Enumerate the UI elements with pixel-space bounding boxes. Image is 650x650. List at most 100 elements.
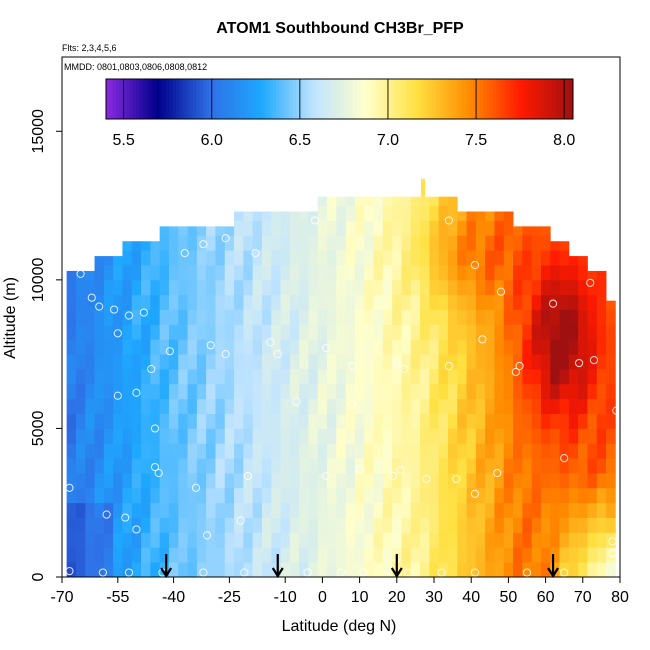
heatmap-cell (103, 265, 114, 281)
heatmap-cell (392, 196, 402, 206)
heatmap-cell (224, 265, 235, 281)
heatmap-cell (345, 473, 356, 489)
heatmap-cell (215, 294, 226, 310)
heatmap-cell (420, 265, 430, 281)
heatmap-cell (559, 383, 570, 400)
heatmap-cell (410, 428, 421, 444)
heatmap-cell (531, 487, 542, 504)
heatmap-cell (317, 220, 328, 236)
colorbar-segment (489, 79, 494, 119)
sample-point (221, 234, 230, 243)
heatmap-cell (522, 294, 533, 310)
heatmap-cell (522, 309, 533, 325)
heatmap-cell (103, 354, 114, 370)
heatmap-cell (261, 369, 272, 385)
heatmap-cell (364, 458, 374, 474)
heatmap-cell (103, 428, 114, 444)
sample-point (121, 513, 130, 522)
heatmap-cell (85, 294, 95, 310)
heatmap-cell (401, 428, 412, 444)
heatmap-cell (596, 502, 607, 518)
heatmap-cell (364, 220, 374, 236)
heatmap-cell (382, 413, 393, 429)
heatmap-cell (159, 502, 170, 518)
heatmap-cell (336, 250, 347, 266)
heatmap-cell (317, 502, 328, 518)
heatmap-cell (392, 220, 402, 236)
heatmap-cell (596, 324, 607, 340)
x-tick-label: -40 (162, 589, 185, 606)
heatmap-cell (494, 309, 505, 325)
heatmap-cell (354, 324, 365, 340)
heatmap-cell (401, 339, 412, 355)
heatmap-cell (345, 279, 356, 296)
heatmap-cell (150, 413, 161, 429)
sample-point (199, 568, 208, 577)
heatmap-cell (410, 562, 421, 578)
heatmap-cell (271, 309, 281, 325)
heatmap-cell (66, 294, 77, 310)
heatmap-cell (234, 279, 244, 296)
heatmap-cell (429, 428, 440, 444)
heatmap-cell (280, 294, 291, 310)
colorbar-segment (106, 79, 110, 119)
heatmap-cell (513, 413, 523, 429)
heatmap-cell (447, 443, 458, 459)
heatmap-cell (596, 413, 607, 429)
heatmap-cell (308, 502, 319, 518)
heatmap-cell (364, 279, 374, 296)
heatmap-cell (206, 294, 216, 310)
colorbar-segment (342, 79, 347, 119)
heatmap-cell (271, 473, 281, 489)
heatmap-cell (196, 354, 207, 370)
heatmap-cell (159, 532, 170, 548)
heatmap-cell (373, 235, 384, 251)
heatmap-cell (540, 294, 551, 310)
heatmap-cell (373, 220, 384, 236)
heatmap-cell (596, 458, 607, 474)
heatmap-cell (113, 458, 123, 474)
heatmap-cell (75, 294, 86, 310)
heatmap-cell (354, 547, 365, 563)
sample-point (348, 361, 357, 371)
heatmap-cell (261, 279, 272, 296)
heatmap-cell (373, 473, 384, 489)
heatmap-cell (141, 532, 151, 548)
heatmap-cell (429, 562, 440, 578)
heatmap-cell (364, 383, 374, 400)
heatmap-cell (364, 250, 374, 266)
heatmap-cell (234, 428, 244, 444)
heatmap-cell (345, 443, 356, 459)
heatmap-cell (196, 473, 207, 489)
heatmap-cell (103, 294, 114, 310)
heatmap-cell (280, 235, 291, 251)
sample-point (586, 278, 595, 287)
heatmap-cell (503, 339, 514, 355)
heatmap-cell (503, 211, 514, 221)
heatmap-cell (215, 339, 226, 355)
heatmap-cell (252, 532, 263, 548)
heatmap-cell (280, 265, 291, 281)
heatmap-cell (587, 383, 598, 400)
heatmap-cell (401, 562, 412, 578)
heatmap-cell (150, 279, 161, 296)
flights-label: Flts: 2,3,4,5,6 (62, 43, 117, 53)
heatmap-cell (141, 517, 151, 533)
heatmap-cell (606, 324, 616, 340)
heatmap-cell (252, 339, 263, 355)
heatmap-cell (271, 369, 281, 385)
heatmap-cell (475, 220, 486, 236)
x-tick-label: 50 (500, 589, 518, 606)
heatmap-cell (178, 369, 188, 385)
sample-point (303, 568, 312, 577)
heatmap-cell (168, 339, 179, 355)
heatmap-cell (429, 354, 440, 370)
heatmap-cell (410, 517, 421, 533)
heatmap-cell (373, 532, 384, 548)
heatmap-cell (429, 235, 440, 251)
colorbar-segment (192, 79, 197, 119)
heatmap-cell (550, 383, 560, 400)
heatmap-cell (392, 487, 402, 504)
sample-point (292, 397, 301, 406)
